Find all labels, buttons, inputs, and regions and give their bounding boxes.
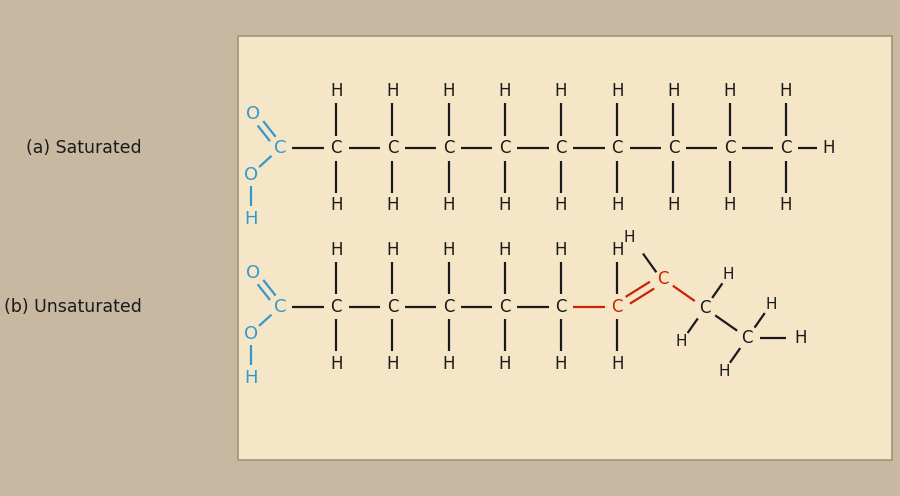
- Text: H: H: [499, 82, 511, 100]
- Text: C: C: [724, 139, 735, 157]
- Text: O: O: [247, 105, 260, 123]
- Text: C: C: [657, 269, 669, 288]
- Text: C: C: [555, 298, 567, 316]
- Text: C: C: [699, 299, 711, 317]
- Text: H: H: [718, 364, 730, 379]
- Text: C: C: [330, 298, 342, 316]
- Text: H: H: [779, 196, 792, 214]
- Text: C: C: [668, 139, 680, 157]
- Text: C: C: [500, 139, 510, 157]
- Text: C: C: [780, 139, 792, 157]
- Text: C: C: [742, 329, 753, 347]
- Text: H: H: [667, 196, 680, 214]
- Text: H: H: [244, 369, 257, 387]
- Text: C: C: [387, 298, 398, 316]
- Text: H: H: [443, 196, 454, 214]
- Text: H: H: [554, 241, 567, 259]
- Text: O: O: [244, 325, 257, 343]
- Text: H: H: [676, 334, 688, 349]
- Text: H: H: [765, 297, 777, 312]
- Text: H: H: [823, 139, 835, 157]
- Text: H: H: [244, 210, 257, 229]
- Text: H: H: [386, 355, 399, 373]
- Text: H: H: [554, 196, 567, 214]
- Text: H: H: [330, 355, 343, 373]
- Text: H: H: [443, 241, 454, 259]
- Text: C: C: [443, 298, 454, 316]
- Text: H: H: [386, 82, 399, 100]
- Text: H: H: [611, 196, 624, 214]
- Text: H: H: [611, 241, 624, 259]
- Text: H: H: [723, 267, 734, 282]
- Text: H: H: [611, 82, 624, 100]
- Text: H: H: [443, 355, 454, 373]
- Text: O: O: [244, 166, 257, 184]
- Bar: [238, 36, 892, 460]
- Text: H: H: [624, 230, 635, 245]
- Text: H: H: [724, 82, 736, 100]
- Text: C: C: [611, 139, 623, 157]
- Text: H: H: [386, 196, 399, 214]
- Text: C: C: [611, 298, 623, 316]
- Text: H: H: [330, 82, 343, 100]
- Text: O: O: [247, 264, 260, 282]
- Text: H: H: [330, 241, 343, 259]
- Text: H: H: [443, 82, 454, 100]
- Text: H: H: [499, 196, 511, 214]
- Text: H: H: [386, 241, 399, 259]
- Text: H: H: [795, 329, 807, 347]
- Text: H: H: [667, 82, 680, 100]
- Text: H: H: [499, 355, 511, 373]
- Text: H: H: [724, 196, 736, 214]
- Text: H: H: [554, 355, 567, 373]
- Text: H: H: [499, 241, 511, 259]
- Text: (b) Unsaturated: (b) Unsaturated: [4, 298, 141, 316]
- Text: (a) Saturated: (a) Saturated: [26, 139, 141, 157]
- Text: C: C: [274, 139, 286, 157]
- Text: H: H: [330, 196, 343, 214]
- Text: H: H: [611, 355, 624, 373]
- Text: H: H: [779, 82, 792, 100]
- Text: C: C: [443, 139, 454, 157]
- Text: C: C: [387, 139, 398, 157]
- Text: C: C: [500, 298, 510, 316]
- Text: H: H: [554, 82, 567, 100]
- Text: C: C: [274, 298, 286, 316]
- Text: C: C: [555, 139, 567, 157]
- Text: C: C: [330, 139, 342, 157]
